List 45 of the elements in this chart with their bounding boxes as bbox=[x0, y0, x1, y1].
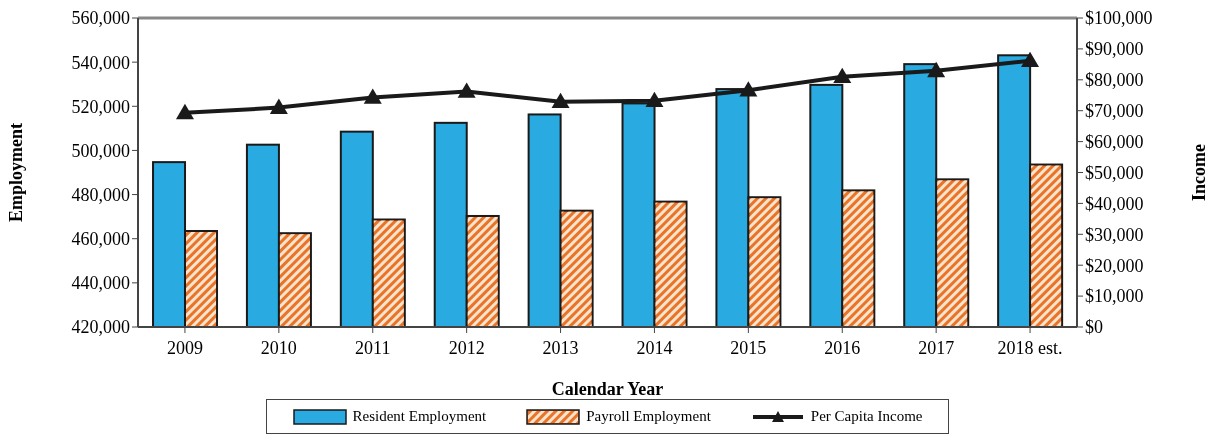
y2-tick-label: $10,000 bbox=[1085, 286, 1144, 307]
point bbox=[645, 91, 664, 108]
point bbox=[269, 98, 288, 114]
y-tick-label: 460,000 bbox=[71, 229, 130, 250]
legend-label: Resident Employment bbox=[352, 408, 487, 425]
y2-tick-label: $90,000 bbox=[1085, 39, 1144, 60]
x-tick-label: 2010 bbox=[260, 337, 297, 358]
y2-tick-label: $0 bbox=[1085, 317, 1103, 338]
y-tick-label: 500,000 bbox=[71, 140, 130, 161]
y-tick-label: 540,000 bbox=[71, 52, 130, 73]
x-tick-label: 2018 est. bbox=[997, 337, 1063, 358]
y2-tick-label: $50,000 bbox=[1085, 162, 1144, 183]
point bbox=[1021, 51, 1040, 67]
x-tick-label: 2015 bbox=[730, 337, 767, 358]
y-tick-label: 480,000 bbox=[71, 184, 130, 205]
x-tick-label: 2009 bbox=[166, 337, 203, 358]
x-tick-label: 2014 bbox=[636, 337, 673, 358]
point bbox=[551, 92, 570, 109]
x-tick-label: 2016 bbox=[824, 337, 861, 358]
y2-tick-label: $80,000 bbox=[1085, 70, 1144, 91]
y2-tick-label: $40,000 bbox=[1085, 193, 1144, 214]
y-tick-label: 420,000 bbox=[71, 317, 130, 338]
point bbox=[363, 88, 382, 104]
y-tick-label: 560,000 bbox=[71, 8, 130, 29]
y-tick-label: 520,000 bbox=[71, 96, 130, 117]
point bbox=[175, 103, 194, 120]
x-tick-label: 2017 bbox=[918, 337, 955, 358]
point bbox=[457, 82, 476, 98]
x-tick-label: 2011 bbox=[355, 337, 391, 358]
point bbox=[739, 81, 758, 97]
x-tick-label: 2013 bbox=[542, 337, 579, 358]
y2-tick-label: $20,000 bbox=[1085, 255, 1144, 276]
y2-axis-title: Income bbox=[1189, 144, 1210, 201]
x-tick-label: 2012 bbox=[448, 337, 485, 358]
x-axis-title: Calendar Year bbox=[551, 379, 664, 399]
point bbox=[927, 61, 946, 78]
legend-label: Per Capita Income bbox=[810, 408, 923, 425]
y2-tick-label: $70,000 bbox=[1085, 101, 1144, 122]
y-tick-label: 440,000 bbox=[71, 273, 130, 294]
y2-tick-label: $30,000 bbox=[1085, 224, 1144, 245]
y2-tick-label: $60,000 bbox=[1085, 131, 1144, 152]
point bbox=[833, 67, 852, 84]
y-axis-title: Employment bbox=[6, 122, 27, 222]
y2-tick-label: $100,000 bbox=[1085, 8, 1153, 29]
legend-label: Payroll Employment bbox=[586, 408, 711, 425]
